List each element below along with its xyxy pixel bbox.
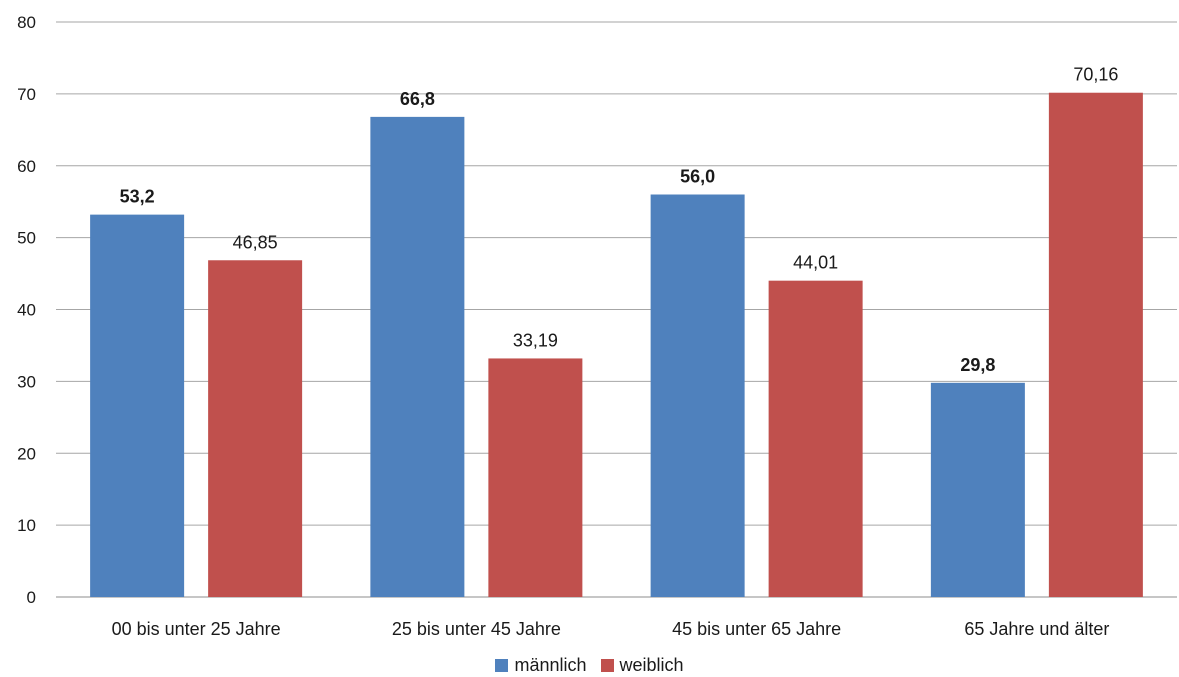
data-label: 66,8: [400, 89, 435, 109]
data-label: 56,0: [680, 167, 715, 187]
bar-male: [650, 194, 745, 597]
data-label: 29,8: [960, 355, 995, 375]
bar-female: [488, 358, 583, 597]
y-tick-label: 0: [27, 588, 36, 607]
data-label: 33,19: [513, 330, 558, 350]
y-tick-label: 40: [17, 301, 36, 320]
data-label: 70,16: [1073, 65, 1118, 85]
y-axis: 0 10 20 30 40 50 60 70 80: [17, 13, 36, 607]
bar-female: [1048, 92, 1143, 597]
legend-label-female: weiblich: [619, 655, 684, 675]
bar-female: [768, 280, 863, 597]
x-tick-label: 00 bis unter 25 Jahre: [112, 619, 281, 639]
y-tick-label: 80: [17, 13, 36, 32]
legend-swatch-female: [600, 659, 614, 672]
x-tick-label: 25 bis unter 45 Jahre: [392, 619, 561, 639]
y-tick-label: 50: [17, 229, 36, 248]
x-tick-label: 45 bis unter 65 Jahre: [672, 619, 841, 639]
legend-item-female: weiblich: [600, 655, 684, 676]
legend-label-male: männlich: [514, 655, 587, 675]
data-label: 46,85: [233, 232, 278, 252]
data-label: 44,01: [793, 253, 838, 273]
data-label: 53,2: [120, 187, 155, 207]
bar-male: [930, 382, 1025, 597]
bar-male: [90, 214, 185, 597]
x-tick-label: 65 Jahre und älter: [964, 619, 1109, 639]
bar-male: [370, 116, 465, 597]
legend: männlich weiblich: [0, 655, 1179, 676]
legend-swatch-male: [495, 659, 509, 672]
y-tick-label: 10: [17, 516, 36, 535]
bar-female: [208, 260, 303, 597]
x-axis: 00 bis unter 25 Jahre 25 bis unter 45 Jah…: [112, 619, 1110, 639]
legend-item-male: männlich: [495, 655, 587, 676]
y-tick-label: 60: [17, 157, 36, 176]
data-labels: 53,2 46,85 66,8 33,19 56,0 44,01 29,8 70,16: [120, 65, 1119, 375]
y-tick-label: 20: [17, 444, 36, 463]
y-tick-label: 30: [17, 372, 36, 391]
y-tick-label: 70: [17, 85, 36, 104]
bars: [90, 92, 1143, 597]
